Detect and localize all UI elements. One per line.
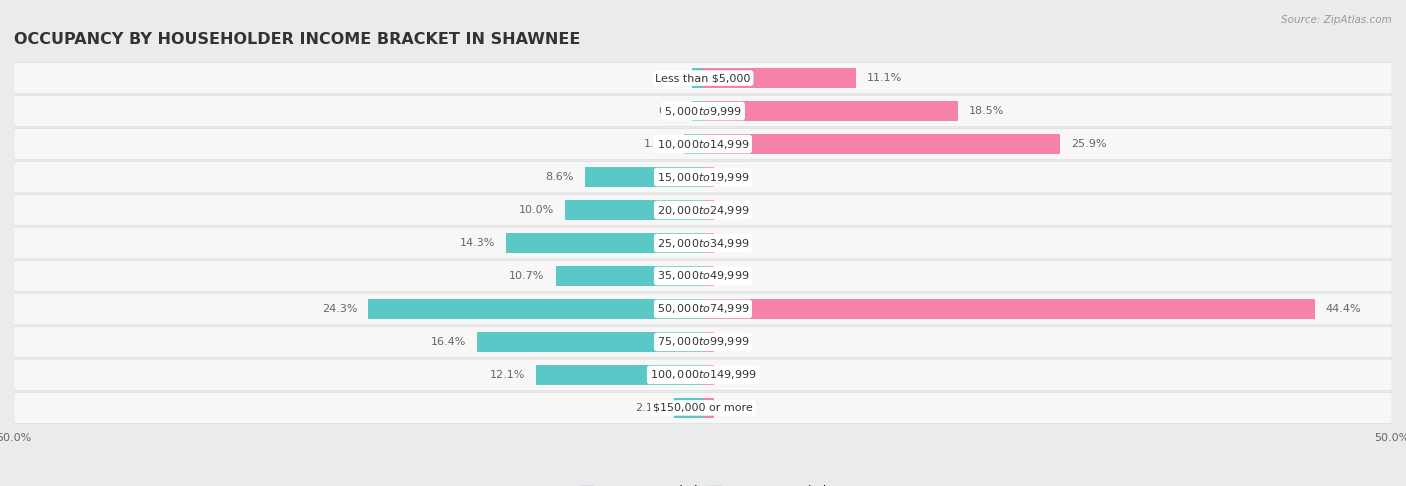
Text: 0.0%: 0.0%	[720, 205, 748, 215]
Text: Less than $5,000: Less than $5,000	[655, 73, 751, 83]
FancyBboxPatch shape	[14, 194, 1392, 226]
FancyBboxPatch shape	[14, 392, 1392, 423]
Text: 44.4%: 44.4%	[1326, 304, 1361, 314]
FancyBboxPatch shape	[14, 294, 1392, 325]
Text: 0.0%: 0.0%	[658, 73, 686, 83]
Text: 0.0%: 0.0%	[720, 403, 748, 413]
Bar	[565, 200, 703, 220]
Text: 24.3%: 24.3%	[322, 304, 357, 314]
Text: 0.0%: 0.0%	[720, 238, 748, 248]
Text: 25.9%: 25.9%	[1071, 139, 1107, 149]
Text: $100,000 to $149,999: $100,000 to $149,999	[650, 368, 756, 382]
Bar	[703, 332, 714, 352]
Text: 11.1%: 11.1%	[868, 73, 903, 83]
FancyBboxPatch shape	[14, 227, 1392, 259]
Text: 0.0%: 0.0%	[720, 337, 748, 347]
Bar	[703, 299, 1315, 319]
Text: 12.1%: 12.1%	[489, 370, 526, 380]
Bar	[368, 299, 703, 319]
Text: $20,000 to $24,999: $20,000 to $24,999	[657, 204, 749, 217]
Bar	[703, 134, 1060, 154]
Bar	[703, 233, 714, 253]
Text: Source: ZipAtlas.com: Source: ZipAtlas.com	[1281, 15, 1392, 25]
Bar	[703, 167, 714, 187]
Text: 18.5%: 18.5%	[969, 106, 1004, 116]
Bar	[555, 266, 703, 286]
FancyBboxPatch shape	[14, 63, 1392, 94]
Text: $5,000 to $9,999: $5,000 to $9,999	[664, 104, 742, 118]
Text: 0.0%: 0.0%	[720, 271, 748, 281]
Text: $50,000 to $74,999: $50,000 to $74,999	[657, 302, 749, 315]
Bar	[703, 398, 714, 418]
Text: $35,000 to $49,999: $35,000 to $49,999	[657, 269, 749, 282]
Text: 1.4%: 1.4%	[644, 139, 672, 149]
Bar	[703, 364, 714, 385]
FancyBboxPatch shape	[14, 360, 1392, 390]
Bar	[683, 134, 703, 154]
Legend: Owner-occupied, Renter-occupied: Owner-occupied, Renter-occupied	[574, 481, 832, 486]
Text: $150,000 or more: $150,000 or more	[654, 403, 752, 413]
Bar	[585, 167, 703, 187]
Bar	[536, 364, 703, 385]
FancyBboxPatch shape	[14, 327, 1392, 357]
FancyBboxPatch shape	[14, 96, 1392, 126]
FancyBboxPatch shape	[14, 161, 1392, 192]
Bar	[703, 266, 714, 286]
Bar	[477, 332, 703, 352]
Bar	[703, 68, 856, 88]
Bar	[692, 101, 703, 122]
Text: 0.0%: 0.0%	[658, 106, 686, 116]
Text: $15,000 to $19,999: $15,000 to $19,999	[657, 171, 749, 184]
Bar	[703, 101, 957, 122]
Text: 8.6%: 8.6%	[546, 172, 574, 182]
Text: $10,000 to $14,999: $10,000 to $14,999	[657, 138, 749, 151]
Text: $25,000 to $34,999: $25,000 to $34,999	[657, 237, 749, 249]
Text: $75,000 to $99,999: $75,000 to $99,999	[657, 335, 749, 348]
Text: 10.0%: 10.0%	[519, 205, 554, 215]
Bar	[506, 233, 703, 253]
Text: 16.4%: 16.4%	[430, 337, 465, 347]
Text: 0.0%: 0.0%	[720, 172, 748, 182]
Text: OCCUPANCY BY HOUSEHOLDER INCOME BRACKET IN SHAWNEE: OCCUPANCY BY HOUSEHOLDER INCOME BRACKET …	[14, 33, 581, 48]
Bar	[692, 68, 703, 88]
Bar	[673, 398, 703, 418]
Text: 0.0%: 0.0%	[720, 370, 748, 380]
Text: 14.3%: 14.3%	[460, 238, 495, 248]
Text: 10.7%: 10.7%	[509, 271, 544, 281]
Bar	[703, 200, 714, 220]
Text: 2.1%: 2.1%	[634, 403, 664, 413]
FancyBboxPatch shape	[14, 260, 1392, 292]
FancyBboxPatch shape	[14, 129, 1392, 159]
